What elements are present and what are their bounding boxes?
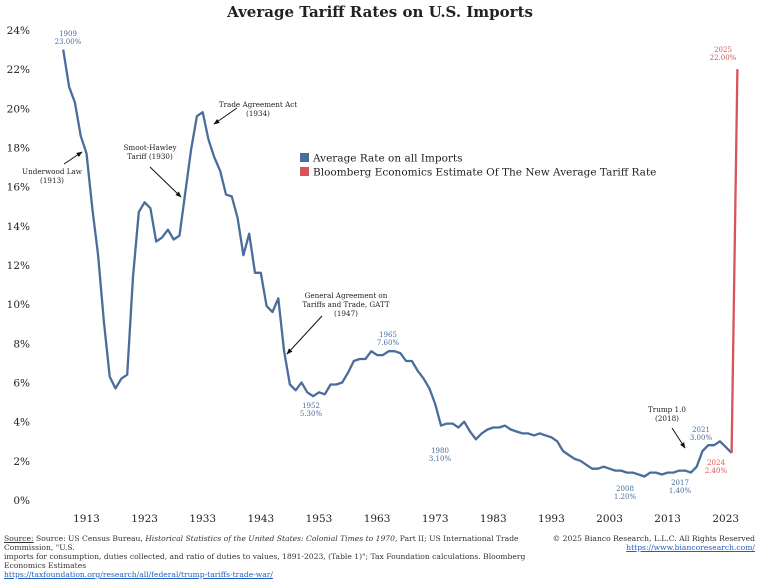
data-label-year: 2021 [692, 426, 710, 434]
x-tick-label: 1913 [73, 513, 100, 525]
y-tick-label: 18% [7, 143, 30, 155]
source-prefix: Source: US Census Bureau, [33, 534, 146, 543]
annotation: Trade Agreement Act(1934) [213, 100, 297, 125]
y-axis-tick-labels: 0% 2% 4% 6% 8% 10% 12% 14% 16% 18% 20% 22% 24% [7, 25, 30, 507]
annotation-text: (1947) [334, 309, 358, 318]
annotation-arrow [149, 166, 182, 198]
y-tick-label: 12% [7, 260, 30, 272]
x-axis-tick-labels: 1913 1923 1933 1943 1953 1963 1973 1983 1993 2003… [73, 513, 739, 525]
source-line-2: imports for consumption, duties collecte… [4, 552, 526, 570]
annotation-text: Trump 1.0 [648, 405, 686, 414]
data-label-year: 1952 [302, 402, 320, 410]
y-tick-label: 0% [13, 495, 30, 507]
x-tick-label: 1953 [306, 513, 333, 525]
data-label-year: 1965 [379, 331, 397, 339]
legend-swatch [300, 167, 309, 176]
legend-label: Bloomberg Economics Estimate Of The New … [313, 167, 656, 179]
annotation: Underwood Law(1913) [22, 151, 83, 185]
data-label-value: 2.40% [705, 467, 728, 475]
annotation-text: General Agreement on [305, 291, 388, 300]
data-label-year: 1909 [59, 30, 77, 38]
legend-swatch [300, 153, 309, 162]
copyright-note: © 2025 Bianco Research, L.L.C. All Right… [553, 534, 755, 552]
data-label-year: 2024 [707, 459, 725, 467]
annotation-text: (1913) [40, 176, 64, 185]
annotation-arrow [286, 315, 323, 355]
source-label: Source: [4, 534, 34, 543]
annotation-text: Tariff (1930) [127, 152, 173, 161]
source-rest: , Part II; US International Trade Commis… [4, 534, 519, 552]
source-link[interactable]: https://taxfoundation.org/research/all/f… [4, 570, 273, 579]
y-tick-label: 14% [7, 221, 30, 233]
annotation-text: (2018) [655, 414, 679, 423]
series-lines [62, 49, 739, 478]
y-tick-label: 8% [13, 338, 30, 350]
annotation-text: Underwood Law [22, 167, 83, 176]
data-label-year: 1980 [431, 447, 449, 455]
x-tick-label: 1943 [247, 513, 274, 525]
x-tick-label: 1993 [538, 513, 565, 525]
data-label-value: 3.10% [429, 455, 452, 463]
data-label-value: 3.00% [690, 434, 713, 442]
data-label-year: 2017 [671, 479, 689, 487]
y-tick-label: 22% [7, 64, 30, 76]
data-label-value: 7.60% [377, 339, 400, 347]
data-label-value: 22.00% [710, 54, 737, 62]
annotation-text: Trade Agreement Act [219, 100, 297, 109]
annotation-text: Tariffs and Trade, GATT [302, 300, 390, 309]
source-note: Source: Source: US Census Bureau, Histor… [4, 534, 544, 579]
x-tick-label: 1983 [480, 513, 507, 525]
annotation-arrow [63, 151, 83, 165]
y-tick-label: 4% [13, 417, 30, 429]
data-label-value: 23.00% [55, 38, 82, 46]
data-label-year: 2025 [714, 46, 732, 54]
series-line [730, 69, 739, 454]
data-label-value: 1.20% [614, 493, 637, 501]
y-tick-label: 20% [7, 103, 30, 115]
legend-label: Average Rate on all Imports [312, 153, 463, 165]
x-tick-label: 1923 [131, 513, 158, 525]
source-title: Historical Statistics of the United Stat… [145, 534, 395, 543]
x-tick-label: 2003 [596, 513, 623, 525]
legend: Average Rate on all Imports Bloomberg Eco… [300, 153, 656, 179]
x-tick-label: 1963 [364, 513, 391, 525]
data-label-value: 1.40% [669, 487, 692, 495]
y-tick-label: 16% [7, 182, 30, 194]
annotation-text: Smoot-Hawley [123, 143, 177, 152]
annotation-arrow [213, 107, 238, 125]
tariff-chart: Average Tariff Rates on U.S. Imports 0% 2… [7, 3, 739, 525]
annotation-text: (1934) [246, 109, 270, 118]
y-tick-label: 10% [7, 299, 30, 311]
x-tick-label: 1973 [422, 513, 449, 525]
y-tick-label: 24% [7, 25, 30, 37]
series-line [62, 49, 733, 478]
copyright-text: © 2025 Bianco Research, L.L.C. All Right… [552, 534, 755, 543]
annotation-arrow [671, 427, 686, 449]
y-tick-label: 6% [13, 378, 30, 390]
data-label-year: 2008 [616, 485, 634, 493]
site-link[interactable]: https://www.biancoresearch.com/ [626, 543, 755, 552]
x-tick-label: 2023 [712, 513, 739, 525]
annotation: Trump 1.0(2018) [648, 405, 686, 449]
y-tick-label: 2% [13, 456, 30, 468]
chart-title: Average Tariff Rates on U.S. Imports [226, 3, 533, 21]
data-label-value: 5.30% [300, 410, 323, 418]
x-tick-label: 1933 [189, 513, 216, 525]
x-tick-label: 2013 [654, 513, 681, 525]
